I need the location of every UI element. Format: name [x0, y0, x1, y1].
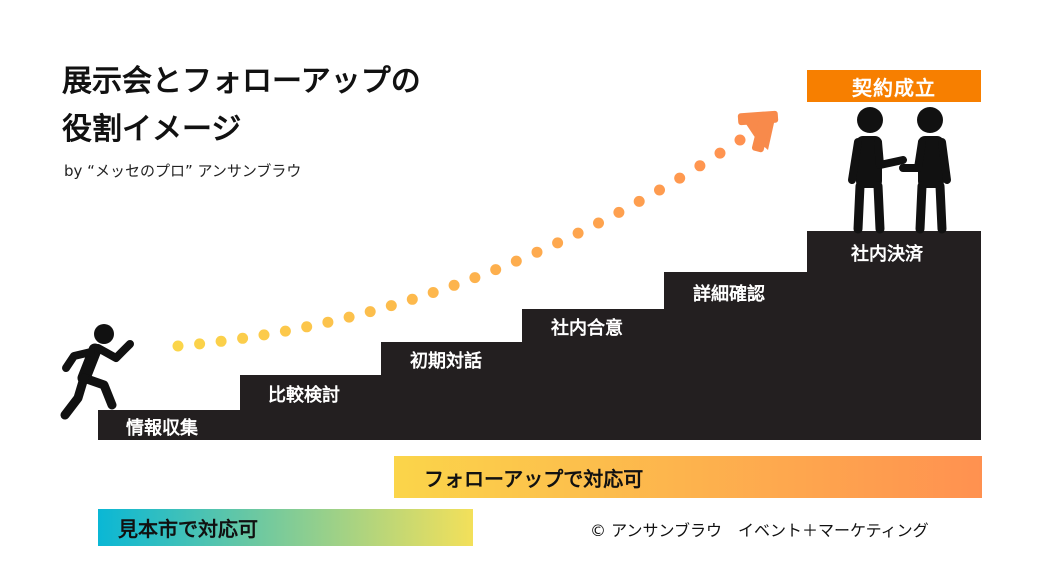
trajectory-dot: [552, 237, 564, 249]
step-label-1: 情報収集: [126, 418, 198, 439]
trajectory-dot: [448, 279, 460, 291]
byline: by “メッセのプロ” アンサンブラウ: [64, 162, 302, 180]
progress-dots: [172, 134, 746, 352]
followup-range-label: フォローアップで対応可: [424, 466, 644, 491]
trajectory-dot: [734, 134, 746, 146]
title-line-2: 役割イメージ: [62, 112, 242, 147]
trajectory-dot: [593, 217, 604, 229]
handshake-icon: [848, 107, 951, 234]
copyright-text: © アンサンブラウ イベント＋マーケティング: [590, 521, 929, 540]
step-label-4: 社内合意: [551, 318, 623, 339]
trajectory-dot: [301, 321, 313, 333]
trajectory-dot: [427, 287, 439, 298]
staircase: [98, 231, 981, 440]
trade-show-range-bar: 見本市で対応可: [98, 509, 473, 546]
diagram-title: 展示会とフォローアップの 役割イメージ: [62, 58, 421, 154]
trajectory-dot: [510, 255, 522, 267]
goal-badge: 契約成立: [807, 70, 981, 102]
trajectory-dot: [194, 338, 206, 350]
trajectory-dot: [172, 340, 184, 352]
step-label-5: 詳細確認: [693, 284, 765, 305]
trajectory-dot: [694, 160, 706, 172]
step-label-3: 初期対話: [410, 351, 482, 372]
followup-range-bar: フォローアップで対応可: [394, 456, 982, 498]
running-person-icon: [60, 324, 134, 420]
trajectory-dot: [654, 184, 665, 196]
trajectory-dot: [490, 264, 502, 276]
trajectory-dot: [714, 147, 726, 159]
trade-show-range-label: 見本市で対応可: [118, 517, 258, 541]
trajectory-dot: [531, 246, 543, 258]
trajectory-dot: [364, 306, 376, 318]
trajectory-dot: [258, 329, 270, 341]
trajectory-dot: [633, 195, 645, 207]
title-line-1: 展示会とフォローアップの: [62, 64, 421, 99]
trajectory-dot: [613, 206, 625, 218]
trajectory-dot: [572, 227, 584, 239]
arrow-head-icon: [737, 110, 779, 153]
trajectory-dot: [406, 293, 418, 305]
trajectory-dot: [322, 316, 334, 328]
trajectory-dot: [674, 172, 686, 184]
step-label-6: 社内決済: [851, 244, 923, 265]
step-label-2: 比較検討: [268, 385, 340, 406]
trajectory-dot: [343, 311, 355, 323]
trajectory-dot: [385, 300, 397, 312]
trajectory-dot: [237, 332, 249, 344]
trajectory-dot: [215, 335, 227, 347]
trajectory-dot: [469, 272, 481, 284]
trajectory-dot: [279, 325, 291, 337]
